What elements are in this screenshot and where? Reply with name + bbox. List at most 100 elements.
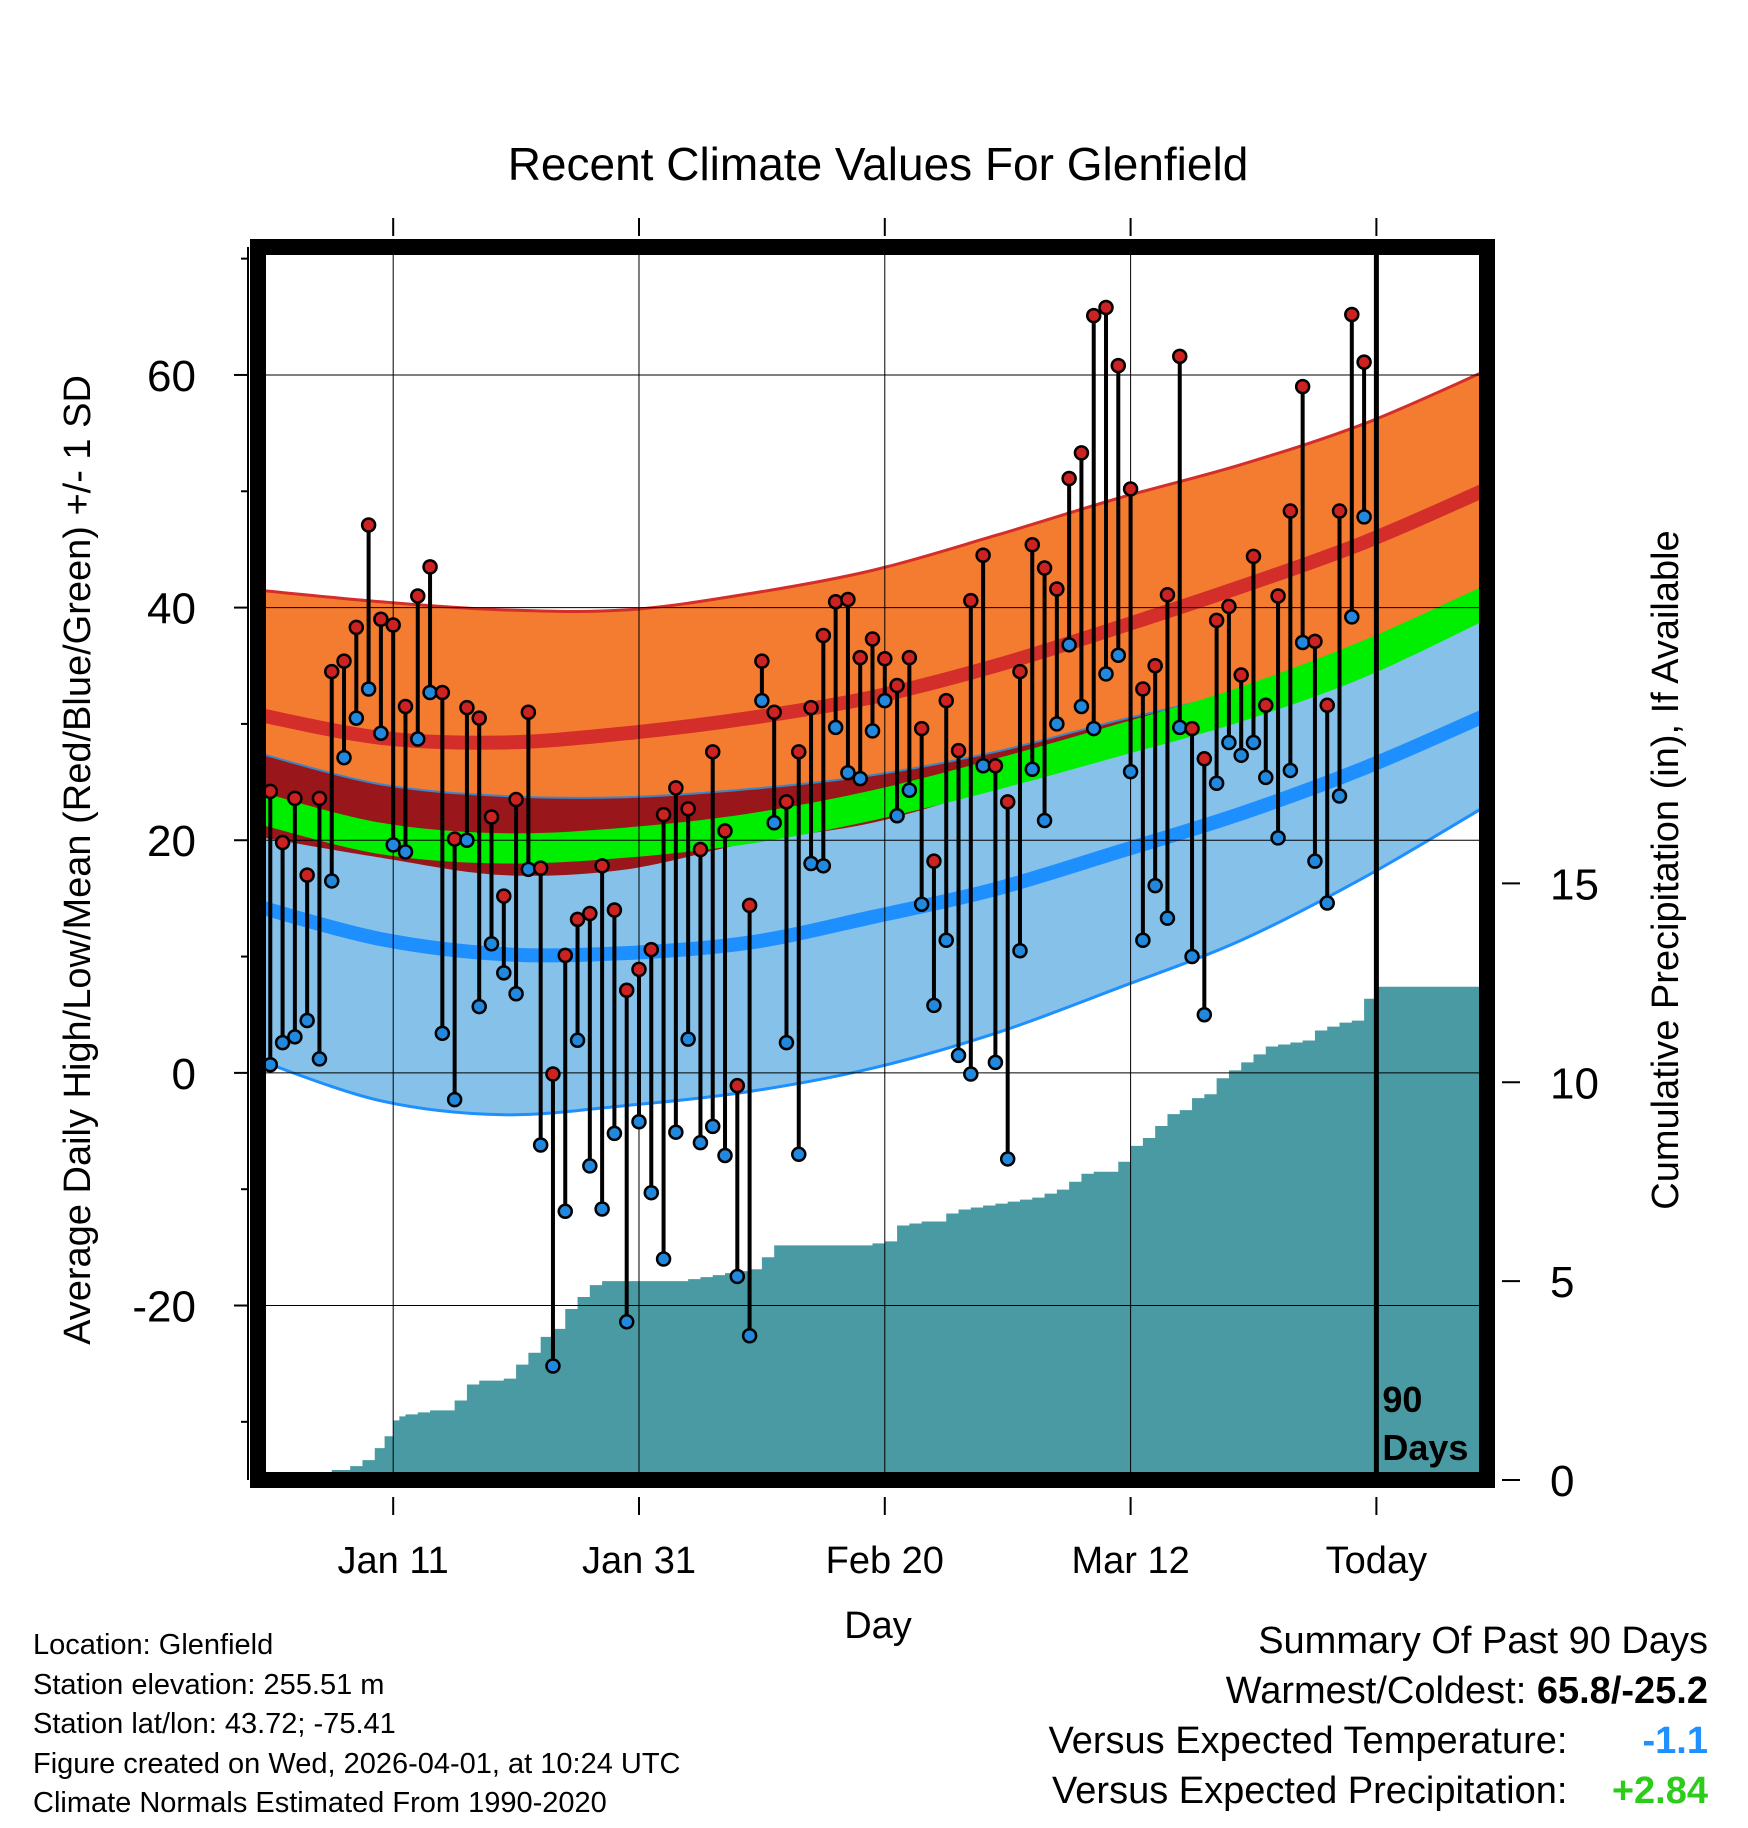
daily-low-point	[704, 1118, 721, 1135]
daily-high-point	[766, 704, 782, 721]
daily-low-point	[901, 782, 918, 798]
daily-low-point	[729, 1268, 746, 1285]
daily-high-point	[311, 790, 328, 807]
high-sd-upper-line	[258, 368, 1487, 613]
daily-low-point	[680, 1031, 696, 1047]
daily-high-point	[1356, 354, 1372, 370]
precip-area	[258, 986, 1487, 1480]
daily-low-point	[1208, 775, 1225, 791]
x-tick-label: Jan 31	[582, 1540, 696, 1582]
daily-high-point	[1245, 548, 1262, 565]
warm-cold-label: Warmest/Coldest:	[1225, 1670, 1527, 1712]
daily-high-point	[1073, 445, 1090, 461]
daily-low-point	[815, 858, 832, 874]
overlap-band	[258, 607, 1487, 876]
daily-low-point	[668, 1124, 684, 1140]
daily-high-point	[692, 841, 709, 858]
daily-high-point	[631, 961, 647, 978]
daily-low-point	[1245, 734, 1262, 751]
daily-low-point	[397, 844, 414, 860]
daily-high-point	[336, 653, 352, 669]
y-tick-label: 40	[147, 585, 196, 634]
daily-low-point	[1294, 634, 1311, 651]
daily-low-point	[1135, 932, 1151, 949]
daily-low-point	[692, 1134, 709, 1151]
precip-value: +2.84	[1611, 1770, 1708, 1812]
daily-low-point	[508, 986, 524, 1002]
daily-low-point	[1196, 1006, 1213, 1023]
daily-low-point	[938, 932, 954, 949]
daily-high-point	[323, 663, 340, 680]
daily-low-point	[1036, 812, 1053, 829]
daily-low-point	[791, 1146, 807, 1163]
y2-axis-label: Cumulative Precipitation (in), If Availa…	[1645, 530, 1687, 1209]
daily-low-point	[1307, 853, 1323, 869]
daily-high-point	[582, 905, 598, 922]
daily-low-point	[496, 965, 512, 981]
daily-high-point	[496, 888, 512, 904]
daily-high-point	[446, 831, 463, 847]
daily-low-point	[323, 873, 340, 889]
precip-label: Versus Expected Precipitation:	[1052, 1770, 1568, 1812]
daily-high-point	[741, 897, 758, 914]
daily-high-point	[1049, 581, 1065, 597]
daily-high-point	[1061, 470, 1077, 487]
daily-high-point	[877, 651, 893, 667]
station-info: Location: Glenfield Station elevation: 2…	[33, 1626, 681, 1824]
daily-low-point	[864, 723, 881, 739]
daily-low-point	[631, 1113, 647, 1130]
daily-low-point	[1049, 716, 1065, 732]
daily-high-point	[508, 791, 524, 808]
temp-row: Versus Expected Temperature: -1.1	[1049, 1716, 1708, 1766]
daily-low-point	[459, 832, 475, 848]
plot-frame	[250, 239, 1495, 1488]
daily-high-point	[815, 627, 832, 644]
daily-high-point	[987, 758, 1004, 774]
daily-low-point	[655, 1251, 672, 1267]
daily-high-point	[1159, 587, 1176, 603]
daily-low-point	[360, 681, 377, 697]
summary-panel: Summary Of Past 90 Days Warmest/Coldest:…	[1049, 1616, 1708, 1816]
daily-low-point	[1233, 747, 1249, 764]
daily-high-point	[1307, 633, 1323, 650]
daily-low-point	[913, 896, 930, 912]
daily-low-point	[987, 1054, 1004, 1071]
daily-low-point	[1270, 830, 1286, 846]
daily-high-point	[434, 684, 451, 701]
daily-high-point	[803, 699, 819, 716]
daily-high-point	[471, 710, 487, 726]
daily-high-point	[1282, 503, 1299, 519]
daily-high-point	[520, 704, 537, 721]
y-axis-label: Average Daily High/Low/Mean (Red/Blue/Gr…	[57, 375, 99, 1345]
daily-low-point	[1331, 788, 1348, 804]
daily-low-point	[1344, 609, 1360, 625]
daily-low-point	[520, 861, 537, 878]
daily-low-point	[1184, 948, 1200, 965]
daily-high-point	[827, 594, 844, 610]
daily-high-point	[729, 1077, 746, 1094]
daily-low-point	[1012, 942, 1028, 959]
daily-high-point	[373, 611, 389, 627]
daily-high-point	[864, 631, 881, 647]
daily-high-point	[999, 794, 1016, 810]
daily-high-point	[1208, 612, 1225, 629]
daily-low-point	[1282, 762, 1299, 779]
daily-low-point	[483, 936, 500, 952]
daily-low-point	[999, 1151, 1016, 1167]
chart-title: Recent Climate Values For Glenfield	[508, 138, 1249, 190]
days-label-unit: Days	[1382, 1427, 1468, 1468]
daily-high-point	[1370, 0, 1383, 7]
daily-high-point	[1233, 667, 1249, 683]
daily-low-point	[410, 731, 426, 747]
daily-high-point	[778, 794, 795, 810]
daily-high-point	[410, 588, 426, 604]
y2-tick-label: 10	[1550, 1059, 1599, 1108]
daily-low-point	[1258, 769, 1274, 786]
daily-low-point	[963, 1066, 979, 1082]
y2-tick-label: 5	[1550, 1258, 1574, 1307]
daily-low-point	[299, 1012, 315, 1029]
daily-high-point	[680, 801, 696, 817]
daily-high-point	[717, 823, 733, 839]
daily-low-point	[754, 692, 770, 709]
